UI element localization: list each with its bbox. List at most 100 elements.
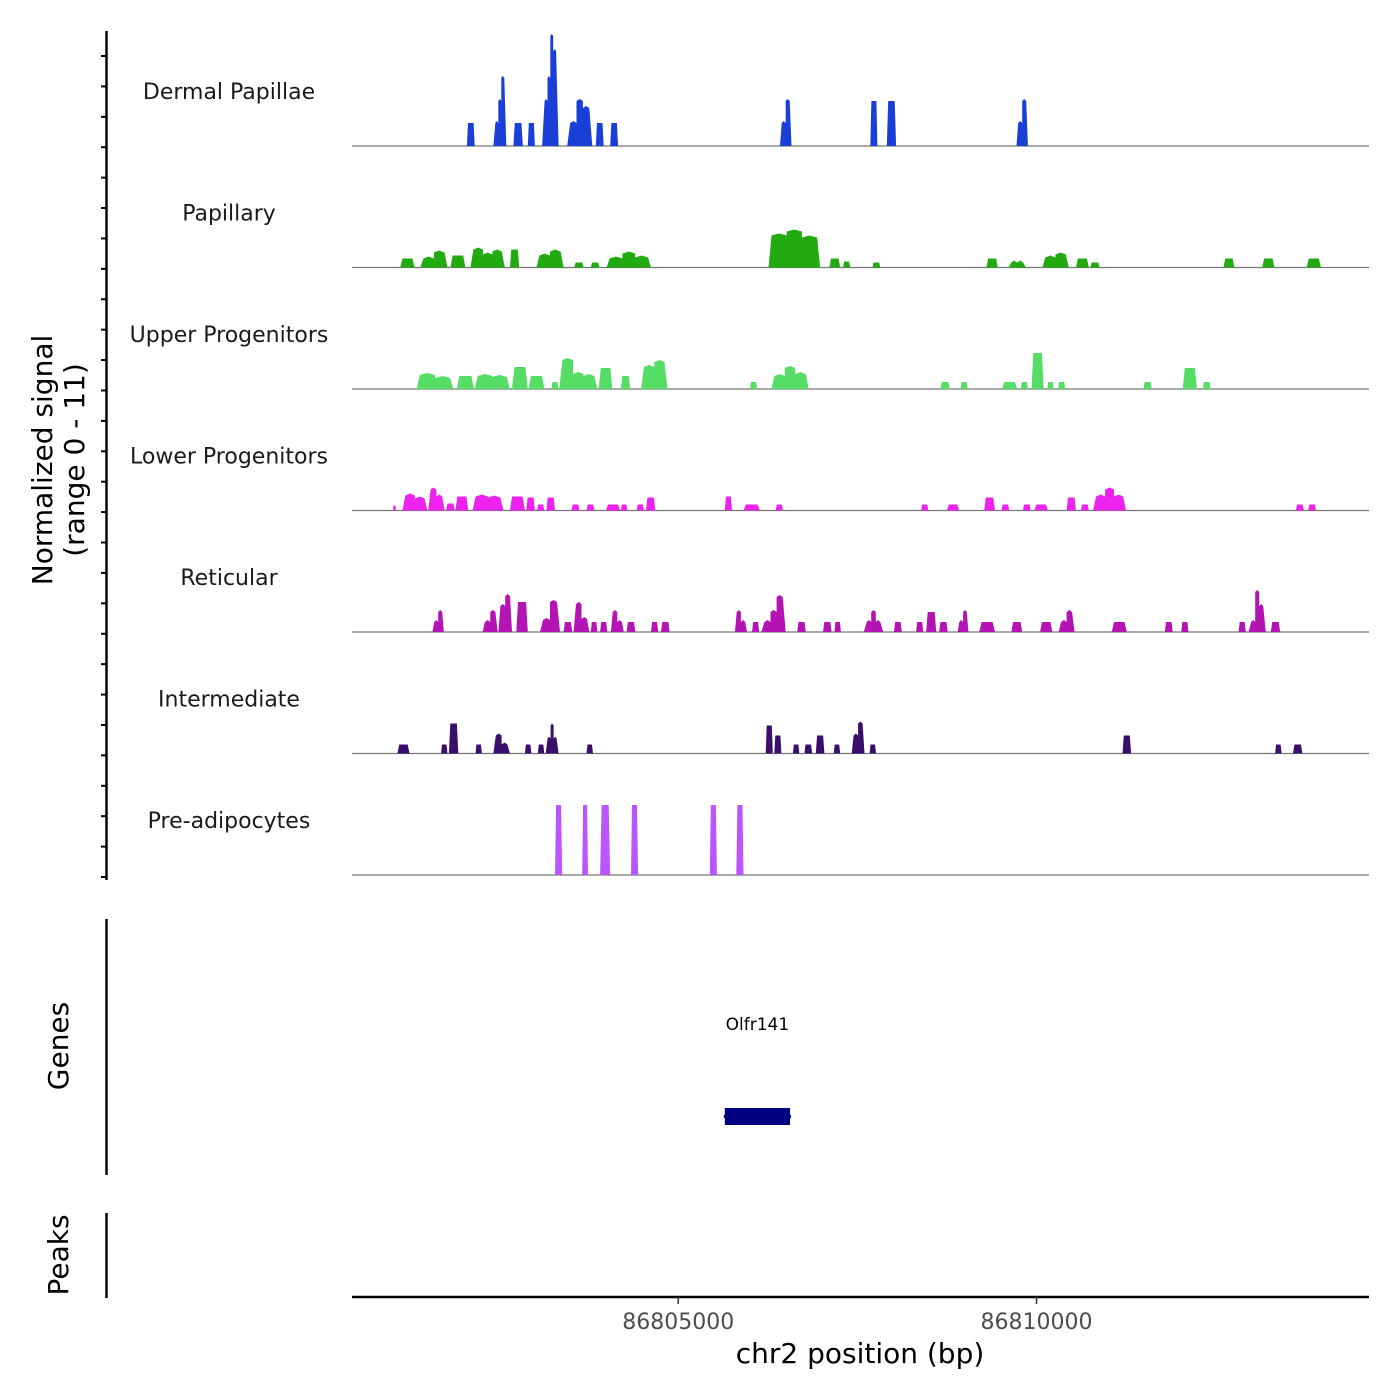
signal-peak (1202, 382, 1211, 389)
signal-peak (1293, 744, 1303, 754)
signal-peak (590, 262, 600, 268)
signal-peak (916, 622, 924, 632)
signal-peak (869, 744, 876, 754)
signal-peak (872, 262, 881, 268)
signal-peak (455, 496, 469, 511)
signal-peak (551, 382, 559, 389)
signal-peak (1042, 252, 1069, 268)
track-papillary (352, 229, 1369, 269)
signal-peak (493, 733, 510, 754)
signal-peak (893, 622, 902, 632)
signal-peak (771, 366, 809, 389)
signal-peak (590, 622, 598, 632)
signal-peak (606, 251, 651, 268)
signal-peak (661, 622, 670, 632)
signal-peak (797, 622, 806, 632)
signal-peak (1090, 262, 1100, 268)
signal-peak (646, 497, 656, 511)
signal-peak (1031, 353, 1044, 389)
signal-peak (1122, 735, 1132, 754)
signal-peak (833, 744, 841, 754)
signal-peak (823, 622, 832, 632)
signal-peak (512, 367, 528, 389)
track-lower-progenitors (352, 487, 1369, 512)
signal-peak (574, 262, 584, 268)
signal-peak (513, 123, 523, 146)
gene-label: Olfr141 (726, 1015, 790, 1035)
signal-peak (586, 744, 593, 754)
signal-y-axis-ticks (101, 55, 106, 878)
signal-peak (1248, 590, 1266, 632)
y-axis-title-line1: Normalized signal (26, 335, 59, 586)
signal-peak (736, 805, 744, 875)
signal-peak (1040, 622, 1053, 632)
signal-peak (393, 505, 396, 511)
signal-peak (1223, 258, 1235, 268)
signal-peak (586, 504, 595, 511)
signal-peak (940, 382, 950, 389)
track-label: Lower Progenitors (130, 445, 328, 470)
signal-peak (563, 622, 573, 632)
signal-peak (1016, 99, 1028, 146)
signal-peak (775, 504, 783, 511)
x-tick-label: 86810000 (981, 1310, 1093, 1335)
signal-peak (815, 735, 825, 754)
signal-peak (651, 622, 659, 632)
signal-peak (1111, 622, 1127, 632)
signal-peak (749, 382, 758, 389)
signal-peak (537, 504, 545, 511)
signal-peak (559, 358, 598, 389)
gene-annotations: Olfr141 (723, 1015, 792, 1125)
signal-peak (402, 493, 428, 511)
signal-peak (610, 123, 619, 146)
signal-peak (979, 622, 995, 632)
signal-peak (984, 497, 995, 511)
signal-peak (1181, 622, 1189, 632)
signal-peak (546, 497, 555, 511)
signal-peak (1182, 368, 1197, 389)
signal-peak (709, 805, 717, 875)
signal-peak (631, 805, 639, 875)
signal-peak (636, 504, 644, 511)
signal-peak (804, 744, 813, 754)
signal-peak (752, 622, 760, 632)
signal-peak (1020, 382, 1028, 389)
signal-peak (774, 735, 782, 754)
track-dermal-papillae (352, 34, 1369, 147)
signal-peak (886, 101, 897, 146)
signal-peak (957, 610, 969, 632)
signal-peak (620, 504, 628, 511)
signal-peak (947, 504, 960, 511)
track-pre-adipocytes (352, 805, 1369, 876)
signal-peak (1002, 382, 1018, 389)
track-label: Reticular (180, 566, 278, 591)
track-intermediate (352, 721, 1369, 755)
signal-peak (734, 610, 747, 632)
signal-peak (1262, 258, 1275, 268)
signal-peak (960, 382, 968, 389)
signal-peak (428, 487, 445, 511)
track-label: Upper Progenitors (130, 323, 329, 348)
signal-peak (743, 504, 760, 511)
signal-peak (474, 374, 510, 389)
signal-peak (1034, 504, 1048, 511)
signal-peak (420, 250, 448, 268)
signal-peak (834, 622, 841, 632)
signal-peak (456, 376, 474, 389)
signal-peak (450, 255, 466, 268)
signal-tracks (352, 34, 1369, 876)
track-label: Papillary (182, 202, 276, 227)
signal-peak (493, 76, 507, 146)
signal-peak (536, 249, 564, 268)
signal-peak (567, 99, 593, 146)
signal-peak (416, 373, 454, 389)
signal-peak (1080, 504, 1089, 511)
y-axis-title: Normalized signal (range 0 - 11) (26, 335, 91, 586)
signal-peak (509, 496, 525, 511)
x-axis-title: chr2 position (bp) (736, 1337, 985, 1370)
signal-peak (626, 622, 636, 632)
track-labels: Dermal Papillae Papillary Upper Progenitor… (130, 80, 329, 834)
y-axis-title-line2: (range 0 - 11) (58, 363, 91, 557)
signal-peak (595, 123, 604, 146)
